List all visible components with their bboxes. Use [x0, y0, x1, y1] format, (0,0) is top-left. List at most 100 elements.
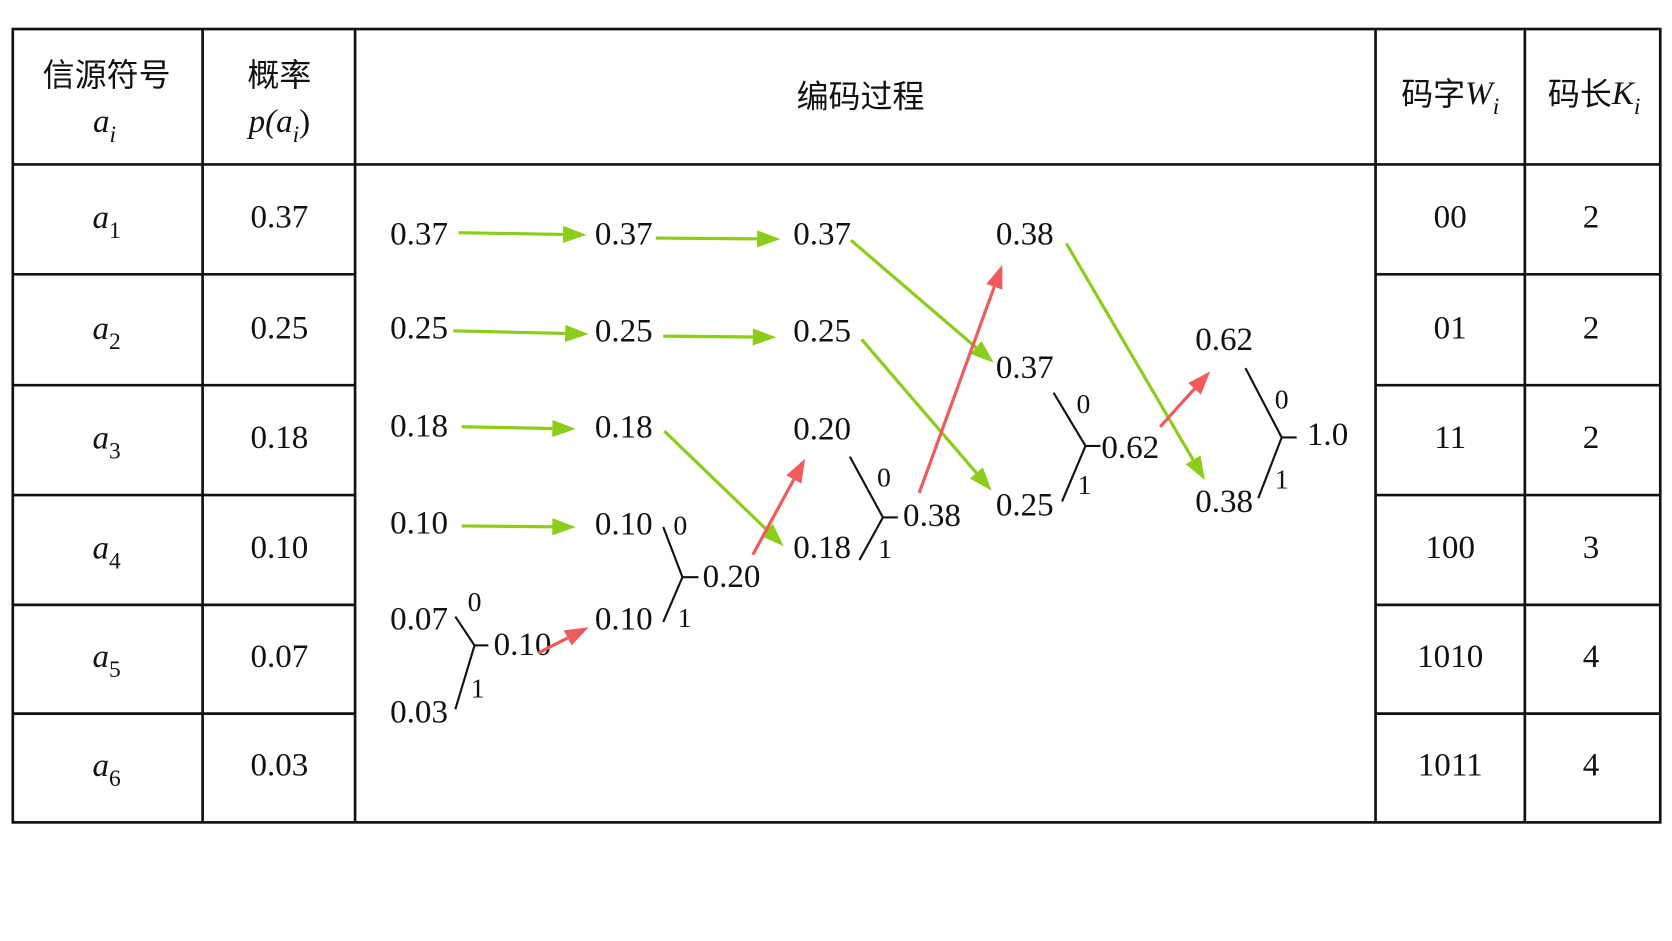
node-value: 0.20 — [793, 412, 851, 448]
branch-label: 1 — [878, 533, 892, 564]
node-value: 0.25 — [595, 314, 653, 350]
node-value: 0.10 — [595, 507, 653, 543]
row-probability: 0.10 — [250, 530, 308, 566]
row-length: 2 — [1583, 199, 1600, 235]
branch-label: 0 — [673, 509, 687, 540]
header-probability-var: p(ai) — [247, 104, 311, 149]
arrow-shaft — [453, 329, 566, 336]
arrow-shaft — [663, 429, 768, 532]
arrow-head — [970, 341, 994, 363]
table-border — [11, 27, 1662, 824]
row-codeword: 1010 — [1417, 639, 1483, 675]
row-probability: 0.07 — [250, 639, 308, 675]
node-value: 0.37 — [996, 350, 1054, 386]
text-part: a — [93, 199, 110, 235]
text-part: 码字 — [1401, 75, 1465, 113]
row-symbol: a1 — [93, 199, 121, 244]
text-part: a — [93, 420, 110, 456]
row-symbol: a2 — [93, 310, 121, 355]
row-symbol: a4 — [93, 530, 122, 575]
row-length: 2 — [1583, 420, 1600, 456]
text-part: 6 — [109, 766, 121, 792]
arrow-head — [760, 523, 784, 547]
arrow-head — [1185, 455, 1205, 481]
header-length: 码长Ki — [1548, 75, 1641, 120]
node-value: 0.38 — [1195, 484, 1253, 520]
merged-value: 0.10 — [494, 627, 552, 663]
branch-label: 0 — [468, 586, 482, 617]
row-probability: 0.25 — [250, 310, 308, 346]
text-part: p( — [247, 104, 279, 140]
node-value: 0.37 — [390, 217, 448, 253]
arrow-head — [1188, 371, 1211, 395]
node-value: 0.10 — [390, 506, 448, 542]
branch-label: 0 — [1076, 388, 1090, 419]
node-value: 0.25 — [390, 310, 448, 346]
node-value: 0.62 — [1195, 322, 1253, 358]
arrow-shaft — [849, 238, 978, 349]
branch-label: 1 — [1078, 469, 1092, 500]
text-part: i — [1634, 95, 1641, 121]
branch-label: 1 — [1275, 464, 1289, 495]
row-probability: 0.18 — [250, 420, 308, 456]
row-symbol: a3 — [93, 420, 121, 465]
text-part: 3 — [109, 439, 121, 465]
text-part: a — [93, 748, 110, 784]
arrow-head — [986, 264, 1003, 290]
text-part: 4 — [109, 549, 121, 575]
arrow-shaft — [461, 524, 553, 529]
branch-label: 0 — [1275, 384, 1289, 415]
arrow-head — [752, 328, 777, 346]
row-codeword: 01 — [1434, 310, 1467, 346]
arrow-head — [969, 467, 992, 491]
text-part: i — [110, 122, 117, 148]
row-codeword: 1011 — [1418, 748, 1483, 784]
arrow-head — [552, 518, 576, 536]
arrow-shaft — [751, 478, 796, 556]
arrow-shaft — [655, 236, 758, 241]
header-symbol-var: ai — [93, 104, 116, 149]
table-grid — [11, 27, 1662, 824]
arrow-head — [757, 230, 781, 248]
merged-value: 0.20 — [703, 559, 761, 595]
process-header: 编码过程 — [797, 77, 925, 115]
text-part: 码长 — [1548, 75, 1612, 113]
arrow-shaft — [537, 636, 569, 655]
node-value: 0.03 — [390, 694, 448, 730]
merged-value: 0.62 — [1101, 430, 1159, 466]
arrow-head — [562, 225, 587, 243]
row-probability: 0.03 — [250, 748, 308, 784]
arrow-shaft — [1064, 242, 1195, 461]
text-part: a — [276, 104, 293, 140]
text-part: i — [293, 122, 300, 148]
branch-label: 1 — [678, 602, 692, 633]
text-part: 5 — [109, 658, 121, 684]
row-symbol: a5 — [93, 639, 121, 684]
arrow-head — [563, 627, 589, 646]
text-part: 1 — [109, 218, 121, 244]
arrow-head — [552, 419, 576, 438]
node-value: 0.10 — [595, 601, 653, 637]
text-part: 2 — [109, 329, 121, 355]
node-value: 0.37 — [595, 217, 653, 253]
arrow-shaft — [917, 286, 996, 494]
text-part: a — [93, 310, 110, 346]
node-value: 0.38 — [996, 217, 1054, 253]
row-length: 4 — [1583, 639, 1600, 675]
arrow-head — [564, 324, 589, 342]
header-symbol: 信源符号 — [43, 56, 171, 94]
arrow-head — [786, 458, 806, 484]
text-part: ) — [299, 104, 310, 140]
row-length: 4 — [1583, 748, 1600, 784]
header-codeword: 码字Wi — [1401, 75, 1499, 120]
header-probability: 概率 — [247, 56, 311, 94]
arrow-shaft — [860, 338, 978, 475]
node-value: 0.18 — [390, 408, 448, 444]
text-part: a — [93, 530, 110, 566]
row-symbol: a6 — [93, 748, 122, 793]
branch-label: 1 — [471, 673, 485, 704]
arrow-shaft — [1158, 387, 1196, 428]
merged-value: 1.0 — [1307, 417, 1348, 453]
